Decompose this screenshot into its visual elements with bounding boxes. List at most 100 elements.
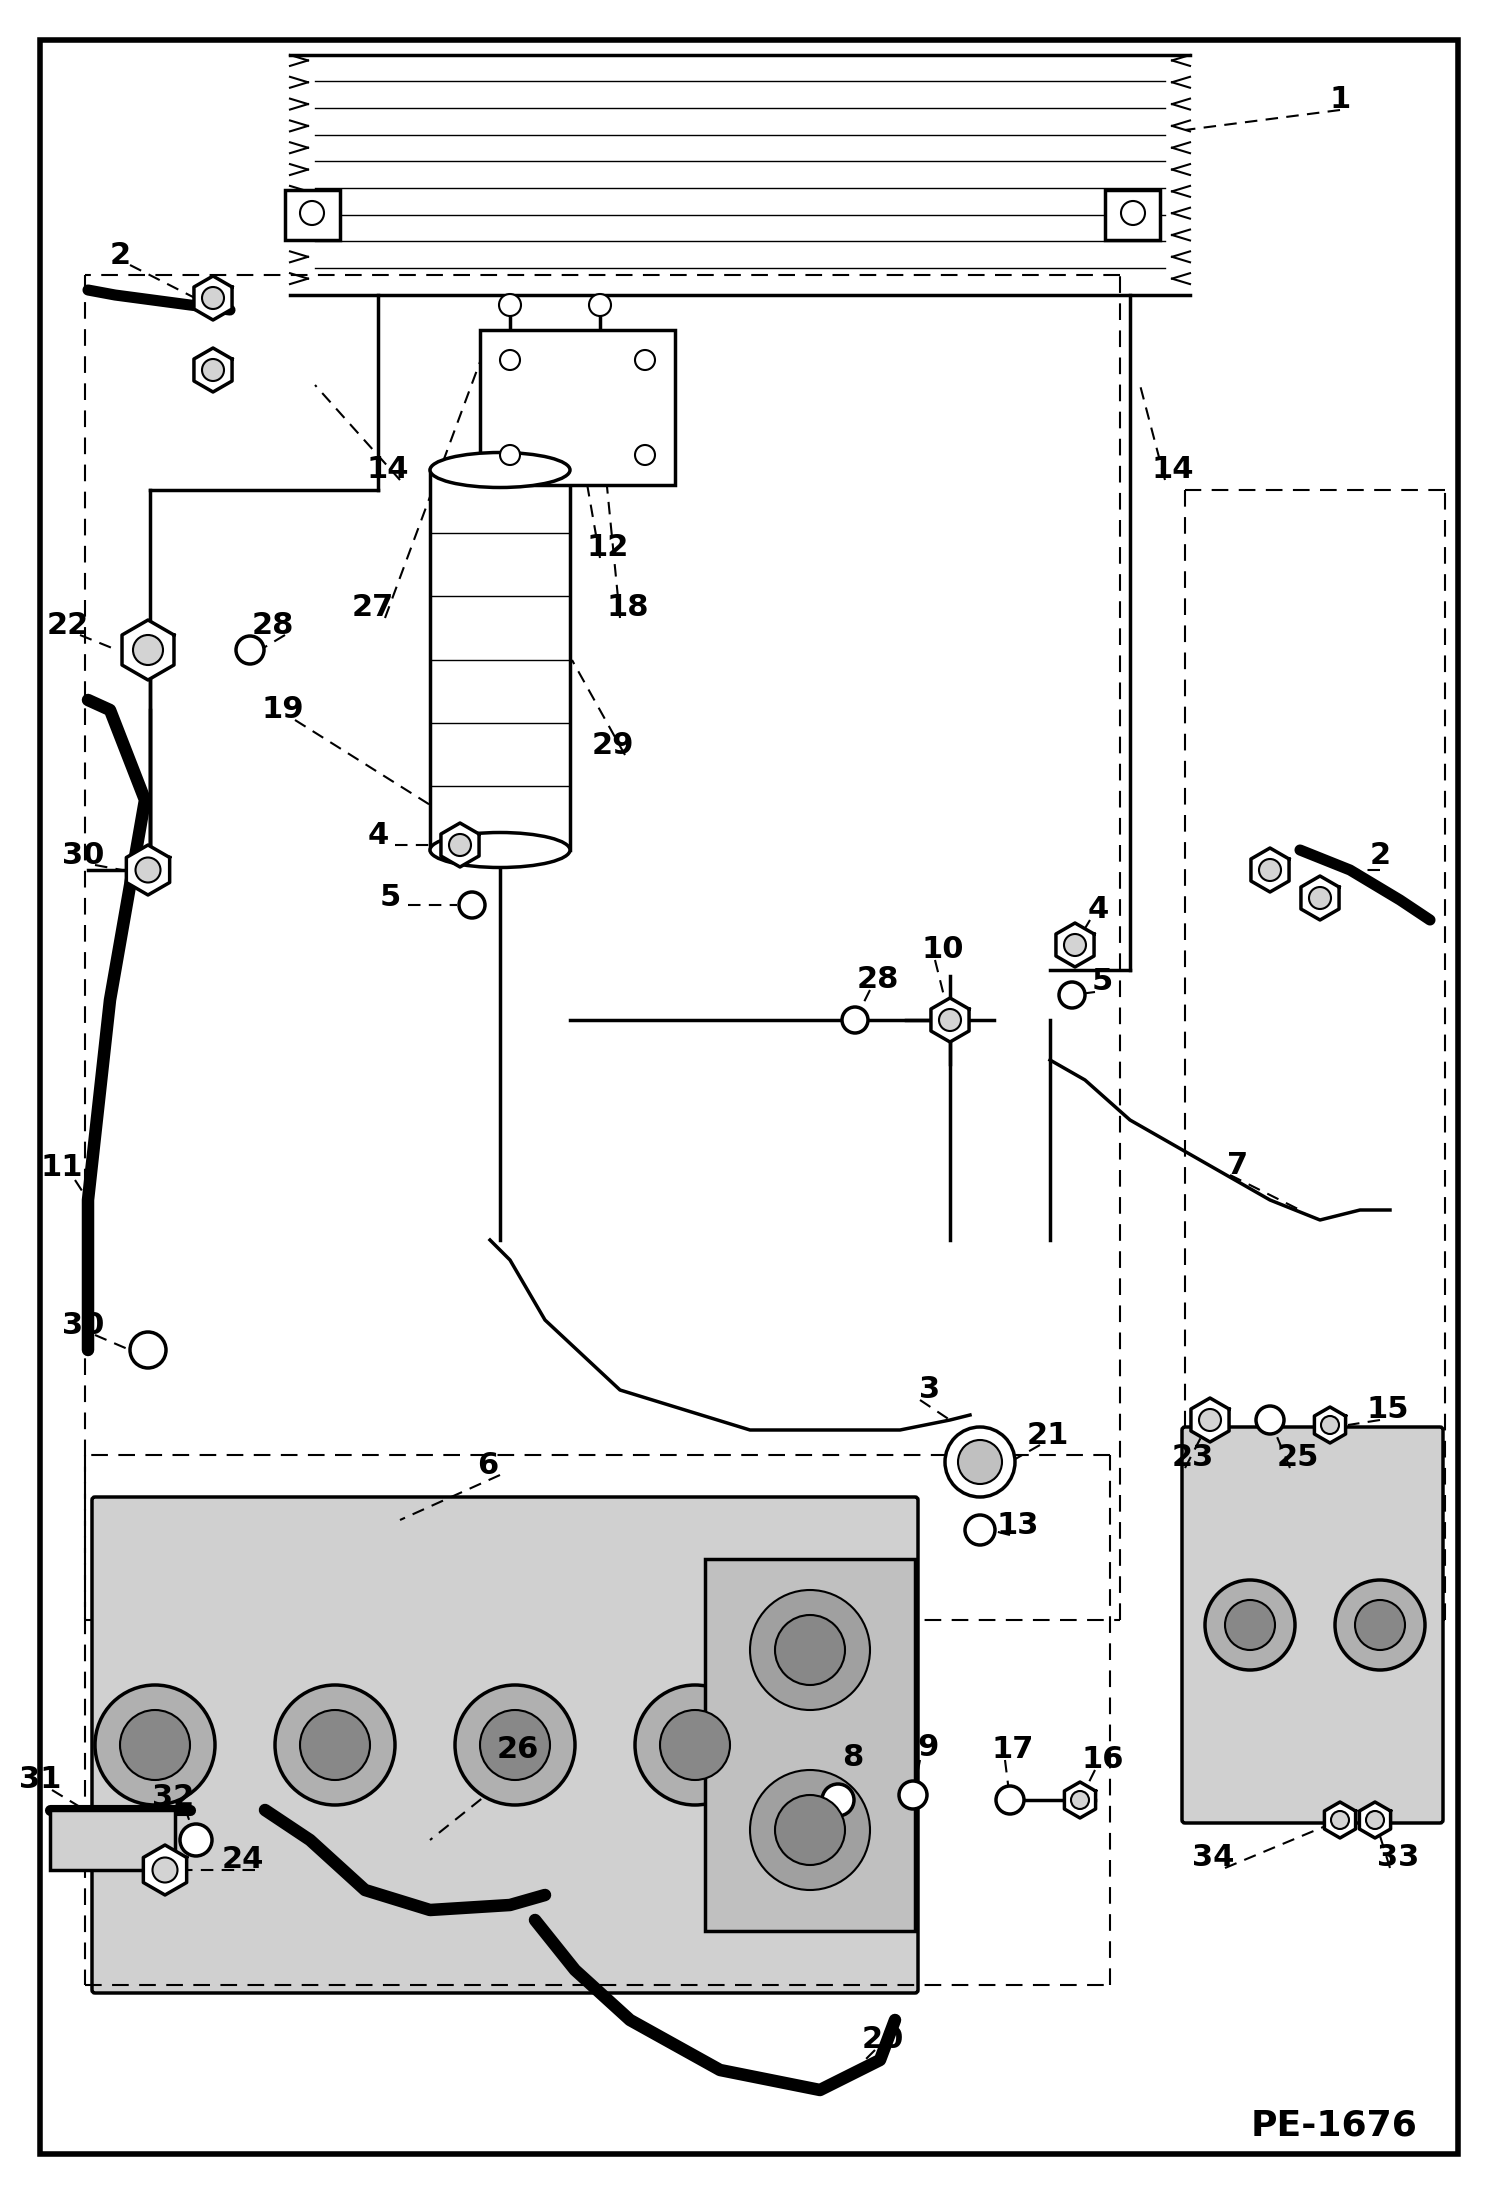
Circle shape: [130, 1332, 166, 1369]
Text: 6: 6: [478, 1450, 499, 1479]
Text: 33: 33: [1377, 1843, 1419, 1871]
Text: 1: 1: [1329, 86, 1351, 114]
Text: 4: 4: [1088, 895, 1109, 924]
Circle shape: [276, 1685, 395, 1806]
Text: 13: 13: [996, 1509, 1040, 1540]
Text: 3: 3: [920, 1376, 941, 1404]
Text: 5: 5: [1092, 968, 1113, 996]
Polygon shape: [121, 621, 174, 680]
Ellipse shape: [430, 452, 571, 487]
Circle shape: [120, 1709, 190, 1779]
Text: 19: 19: [262, 695, 304, 724]
Circle shape: [202, 360, 225, 382]
Polygon shape: [1251, 849, 1290, 893]
Text: 10: 10: [921, 935, 965, 965]
Circle shape: [300, 202, 324, 226]
Ellipse shape: [430, 832, 571, 867]
Circle shape: [135, 858, 160, 882]
Text: 32: 32: [151, 1784, 195, 1812]
Circle shape: [774, 1795, 845, 1865]
Text: 4: 4: [367, 821, 388, 849]
Circle shape: [1366, 1810, 1384, 1830]
Circle shape: [94, 1685, 216, 1806]
Text: 27: 27: [352, 595, 394, 623]
Polygon shape: [126, 845, 169, 895]
Circle shape: [1225, 1599, 1275, 1650]
Circle shape: [965, 1516, 995, 1545]
Polygon shape: [144, 1845, 187, 1896]
Circle shape: [1198, 1409, 1221, 1430]
Text: 20: 20: [861, 2025, 905, 2054]
Circle shape: [499, 294, 521, 316]
Text: 34: 34: [1192, 1843, 1234, 1871]
Text: 23: 23: [1171, 1444, 1213, 1472]
Text: 14: 14: [1152, 456, 1194, 485]
Polygon shape: [193, 349, 232, 393]
Text: 25: 25: [1276, 1444, 1320, 1472]
Text: 2: 2: [109, 241, 130, 270]
Circle shape: [842, 1007, 867, 1033]
Circle shape: [300, 1709, 370, 1779]
Polygon shape: [1191, 1398, 1228, 1441]
Polygon shape: [193, 276, 232, 320]
Circle shape: [1321, 1415, 1339, 1435]
Text: 31: 31: [19, 1766, 61, 1795]
Circle shape: [500, 351, 520, 371]
Text: 24: 24: [222, 1845, 264, 1874]
Circle shape: [822, 1784, 854, 1817]
Circle shape: [939, 1009, 962, 1031]
Text: 29: 29: [592, 731, 634, 759]
Circle shape: [500, 445, 520, 465]
Text: 8: 8: [842, 1744, 864, 1773]
Text: 30: 30: [61, 840, 105, 869]
Text: 16: 16: [1082, 1746, 1125, 1775]
Text: 30: 30: [61, 1310, 105, 1341]
Text: 2: 2: [1369, 840, 1390, 869]
Circle shape: [635, 351, 655, 371]
Text: 28: 28: [252, 610, 294, 638]
Circle shape: [959, 1439, 1002, 1483]
Polygon shape: [1359, 1801, 1390, 1839]
Text: 28: 28: [857, 965, 899, 994]
Bar: [479, 329, 676, 485]
Bar: [430, 470, 571, 849]
Bar: [706, 1558, 915, 1931]
Text: 15: 15: [1366, 1395, 1410, 1424]
Circle shape: [945, 1426, 1016, 1496]
FancyBboxPatch shape: [91, 1496, 918, 1992]
Circle shape: [774, 1615, 845, 1685]
Text: 5: 5: [379, 884, 400, 913]
Circle shape: [1059, 983, 1085, 1007]
Circle shape: [750, 1591, 870, 1709]
Circle shape: [1356, 1599, 1405, 1650]
Text: 7: 7: [1227, 1150, 1248, 1180]
Bar: [1106, 191, 1159, 239]
Circle shape: [1309, 886, 1332, 908]
Circle shape: [1332, 1810, 1350, 1830]
Circle shape: [1255, 1406, 1284, 1435]
Text: 22: 22: [46, 610, 88, 638]
FancyBboxPatch shape: [1182, 1426, 1443, 1823]
Polygon shape: [440, 823, 479, 867]
Circle shape: [458, 893, 485, 917]
Bar: [285, 191, 340, 239]
Polygon shape: [1314, 1406, 1345, 1444]
Circle shape: [1335, 1580, 1425, 1670]
Text: 18: 18: [607, 595, 649, 623]
Circle shape: [1064, 935, 1086, 957]
Circle shape: [750, 1771, 870, 1889]
Polygon shape: [1324, 1801, 1356, 1839]
Polygon shape: [1065, 1782, 1095, 1819]
Circle shape: [589, 294, 611, 316]
Text: 11: 11: [40, 1154, 84, 1183]
Bar: [49, 1810, 175, 1869]
Polygon shape: [930, 998, 969, 1042]
Circle shape: [237, 636, 264, 665]
Text: 14: 14: [367, 456, 409, 485]
Circle shape: [899, 1782, 927, 1810]
Text: PE-1676: PE-1676: [1251, 2108, 1419, 2144]
Circle shape: [202, 287, 225, 309]
Circle shape: [635, 445, 655, 465]
Circle shape: [1204, 1580, 1294, 1670]
Circle shape: [449, 834, 470, 856]
